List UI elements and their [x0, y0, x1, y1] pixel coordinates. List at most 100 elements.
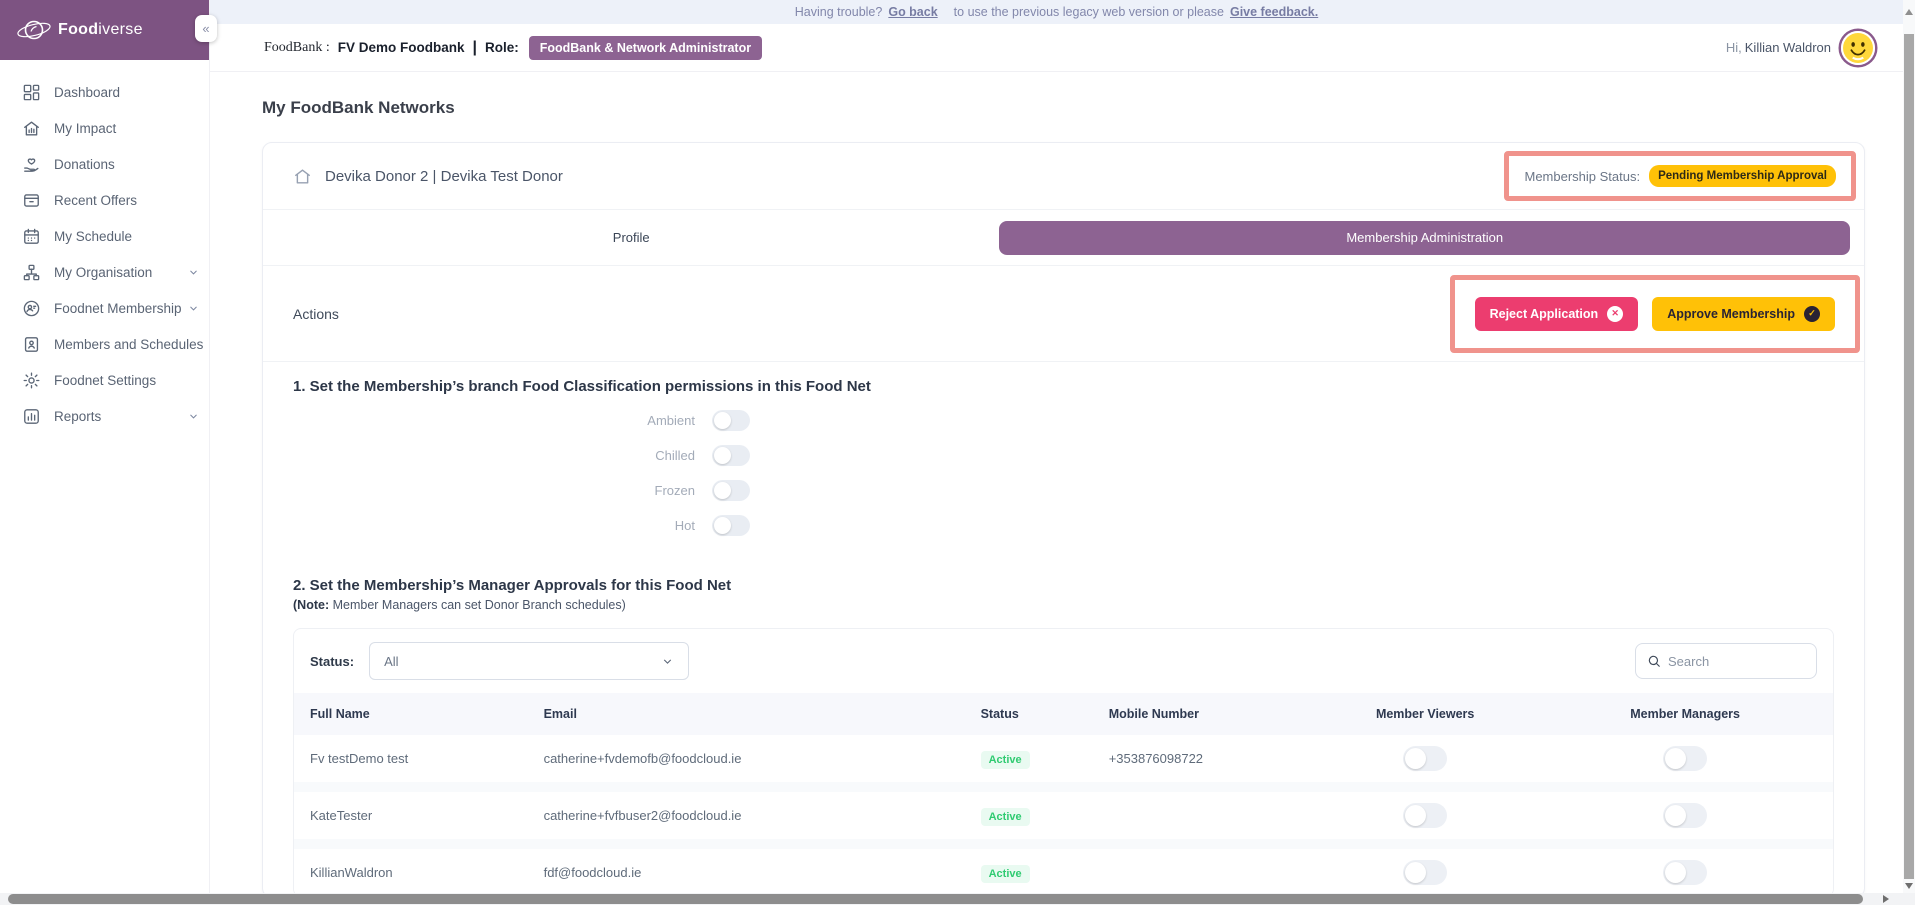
note-rest: Member Managers can set Donor Branch sch…	[329, 598, 626, 612]
donations-icon	[22, 155, 41, 174]
food-toggle-row: Ambient	[293, 403, 1834, 438]
wordmark-bold: Food	[58, 21, 99, 38]
status-badge: Active	[980, 751, 1030, 769]
network-card: Devika Donor 2 | Devika Test Donor Membe…	[262, 142, 1865, 893]
membership-icon	[22, 299, 41, 318]
tab-profile[interactable]: Profile	[612, 230, 650, 245]
sidebar-item-foodnet-settings[interactable]: Foodnet Settings	[0, 362, 209, 398]
go-back-link[interactable]: Go back	[888, 5, 938, 19]
hot-toggle[interactable]	[712, 515, 750, 536]
cell-mobile-number: +353876098722	[1108, 751, 1204, 766]
member-manager-toggle[interactable]	[1663, 746, 1708, 771]
food-toggle-row: Hot	[293, 508, 1834, 543]
scroll-up-arrow-icon[interactable]	[1905, 9, 1913, 15]
sidebar-item-my-organisation[interactable]: My Organisation	[0, 254, 209, 290]
banner-text-2: to use the previous legacy web version o…	[953, 5, 1224, 19]
note-open: (	[293, 598, 298, 612]
impact-icon	[22, 119, 41, 138]
cell-email: catherine+fvdemofb@foodcloud.ie	[543, 751, 742, 766]
col-member-managers: Member Managers	[1630, 707, 1740, 721]
table-body: Fv testDemo test catherine+fvdemofb@food…	[294, 735, 1833, 893]
sidebar-item-donations[interactable]: Donations	[0, 146, 209, 182]
search-input[interactable]	[1668, 653, 1805, 669]
ambient-toggle[interactable]	[712, 410, 750, 431]
check-circle-icon: ✓	[1804, 305, 1820, 322]
cell-full-name: Fv testDemo test	[310, 751, 409, 766]
cell-email: catherine+fvfbuser2@foodcloud.ie	[543, 808, 742, 823]
membership-status-highlight: Membership Status: Pending Membership Ap…	[1504, 151, 1856, 201]
sidebar-item-recent-offers[interactable]: Recent Offers	[0, 182, 209, 218]
sidebar-item-reports[interactable]: Reports	[0, 398, 209, 434]
member-manager-toggle[interactable]	[1663, 803, 1708, 828]
vertical-scrollbar[interactable]	[1903, 0, 1915, 905]
members-table-panel: Status: All	[293, 628, 1834, 893]
col-email: Email	[543, 707, 577, 721]
food-toggle-list: Ambient Chilled Frozen Hot	[293, 403, 1834, 543]
chilled-toggle[interactable]	[712, 445, 750, 466]
horizontal-scrollbar[interactable]	[0, 893, 1903, 905]
actions-highlight: Reject Application ✕ Approve Membership …	[1449, 274, 1860, 353]
tab-membership-administration[interactable]: Membership Administration	[999, 220, 1850, 255]
member-viewer-toggle[interactable]	[1403, 860, 1448, 885]
toggle-label: Chilled	[655, 448, 695, 463]
user-name: Killian Waldron	[1744, 39, 1831, 55]
settings-icon	[22, 371, 41, 390]
status-badge: Active	[980, 808, 1030, 826]
sidebar-item-foodnet-membership[interactable]: Foodnet Membership	[0, 290, 209, 326]
dashboard-icon	[22, 83, 41, 102]
member-viewer-toggle[interactable]	[1403, 746, 1448, 771]
toggle-label: Hot	[674, 518, 695, 533]
cell-email: fdf@foodcloud.ie	[543, 865, 642, 880]
member-viewer-toggle[interactable]	[1403, 803, 1448, 828]
table-row: Fv testDemo test catherine+fvdemofb@food…	[294, 735, 1833, 782]
table-header: Full Name Email Status Mobile Number Mem…	[294, 693, 1833, 735]
status-filter-value: All	[384, 653, 399, 669]
food-toggle-row: Frozen	[293, 473, 1834, 508]
role-label: Role:	[484, 40, 519, 55]
legacy-banner: Having trouble? Go back to use the previ…	[210, 0, 1903, 24]
sidebar-collapse-button[interactable]: «	[195, 15, 217, 42]
network-name: Devika Donor 2 | Devika Test Donor	[325, 167, 563, 185]
scroll-right-arrow-icon[interactable]	[1883, 895, 1889, 903]
avatar[interactable]	[1841, 30, 1875, 65]
approve-membership-button[interactable]: Approve Membership ✓	[1652, 296, 1835, 331]
divider: |	[472, 38, 477, 56]
vertical-scrollbar-thumb[interactable]	[1904, 34, 1914, 879]
manager-approvals-section: 2. Set the Membership’s Manager Approval…	[263, 551, 1864, 612]
horizontal-scrollbar-thumb[interactable]	[8, 894, 1863, 904]
greeting-text: Hi,	[1725, 39, 1742, 55]
offers-icon	[22, 191, 41, 210]
tab-bar: Profile Membership Administration	[263, 209, 1864, 265]
chevron-down-icon	[188, 303, 199, 314]
role-badge: FoodBank & Network Administrator	[528, 35, 763, 60]
app-wordmark: Foodiverse	[58, 21, 143, 39]
food-classification-section: 1. Set the Membership’s branch Food Clas…	[263, 361, 1864, 551]
banner-text: Having trouble?	[794, 5, 883, 19]
col-full-name: Full Name	[310, 707, 370, 721]
col-status: Status	[980, 707, 1019, 721]
sidebar-item-dashboard[interactable]: Dashboard	[0, 74, 209, 110]
frozen-toggle[interactable]	[712, 480, 750, 501]
chevron-down-icon	[188, 267, 199, 278]
sidebar-item-my-impact[interactable]: My Impact	[0, 110, 209, 146]
give-feedback-link[interactable]: Give feedback.	[1229, 5, 1319, 19]
status-filter-select[interactable]: All	[369, 642, 690, 680]
section2-note: (Note: Member Managers can set Donor Bra…	[293, 598, 1834, 612]
logo: Foodiverse «	[0, 0, 217, 60]
planet-icon	[12, 15, 56, 45]
scroll-down-arrow-icon[interactable]	[1905, 883, 1913, 889]
cell-full-name: KateTester	[310, 808, 373, 823]
reject-button-label: Reject Application	[1489, 306, 1599, 321]
row-separator	[294, 839, 1833, 849]
wordmark-light: iverse	[98, 21, 143, 38]
reject-application-button[interactable]: Reject Application ✕	[1474, 296, 1639, 331]
foodbank-label: FoodBank :	[264, 39, 330, 55]
actions-title: Actions	[293, 305, 339, 322]
sidebar-item-my-schedule[interactable]: My Schedule	[0, 218, 209, 254]
approve-button-label: Approve Membership	[1667, 306, 1795, 321]
sidebar-item-members-and-schedules[interactable]: Members and Schedules	[0, 326, 209, 362]
membership-status-badge: Pending Membership Approval	[1649, 165, 1836, 187]
members-icon	[22, 335, 41, 354]
toggle-label: Ambient	[647, 413, 695, 428]
member-manager-toggle[interactable]	[1663, 860, 1708, 885]
